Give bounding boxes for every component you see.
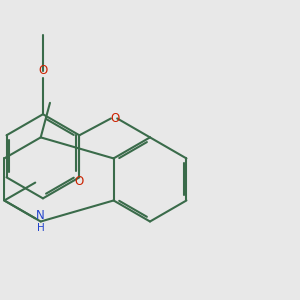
- Text: O: O: [75, 175, 84, 188]
- Text: O: O: [38, 64, 48, 77]
- Text: O: O: [110, 112, 120, 125]
- Text: N: N: [36, 209, 45, 222]
- Text: H: H: [37, 223, 45, 233]
